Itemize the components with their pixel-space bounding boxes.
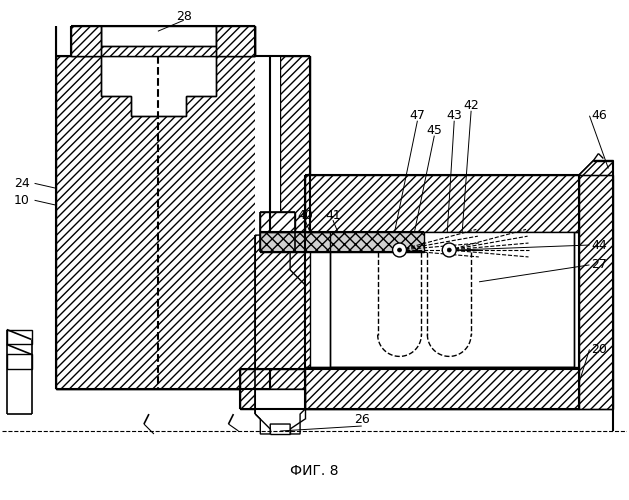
Circle shape bbox=[392, 243, 406, 257]
Polygon shape bbox=[579, 160, 613, 176]
Polygon shape bbox=[280, 56, 310, 389]
Text: 26: 26 bbox=[354, 412, 370, 426]
Polygon shape bbox=[260, 212, 295, 232]
Polygon shape bbox=[101, 56, 211, 389]
Polygon shape bbox=[57, 56, 255, 389]
Polygon shape bbox=[305, 368, 579, 409]
Text: 42: 42 bbox=[463, 100, 479, 112]
Polygon shape bbox=[260, 232, 425, 252]
Text: 28: 28 bbox=[175, 10, 192, 23]
Text: 10: 10 bbox=[14, 194, 30, 207]
Polygon shape bbox=[71, 26, 101, 56]
Text: 45: 45 bbox=[426, 124, 442, 137]
Text: 27: 27 bbox=[591, 258, 608, 272]
Text: 43: 43 bbox=[447, 110, 462, 122]
Circle shape bbox=[442, 243, 456, 257]
Polygon shape bbox=[216, 26, 255, 56]
Circle shape bbox=[447, 248, 451, 252]
Text: 47: 47 bbox=[409, 110, 425, 122]
Text: 24: 24 bbox=[14, 177, 30, 190]
Polygon shape bbox=[71, 26, 255, 56]
Polygon shape bbox=[211, 56, 255, 389]
Polygon shape bbox=[7, 354, 31, 370]
Polygon shape bbox=[57, 56, 270, 389]
Polygon shape bbox=[240, 370, 579, 409]
Polygon shape bbox=[57, 56, 101, 389]
Text: 44: 44 bbox=[591, 238, 607, 252]
Text: 20: 20 bbox=[591, 343, 608, 356]
Polygon shape bbox=[255, 56, 280, 389]
Text: 40: 40 bbox=[297, 208, 313, 222]
Text: ФИГ. 8: ФИГ. 8 bbox=[290, 464, 338, 478]
Polygon shape bbox=[305, 176, 579, 232]
Text: 46: 46 bbox=[591, 110, 607, 122]
Polygon shape bbox=[255, 389, 305, 434]
Polygon shape bbox=[101, 26, 216, 46]
Polygon shape bbox=[7, 330, 31, 344]
Text: 41: 41 bbox=[325, 208, 341, 222]
Polygon shape bbox=[255, 235, 305, 389]
Polygon shape bbox=[101, 56, 216, 116]
Polygon shape bbox=[330, 232, 574, 368]
Circle shape bbox=[398, 248, 401, 252]
Polygon shape bbox=[579, 176, 613, 409]
